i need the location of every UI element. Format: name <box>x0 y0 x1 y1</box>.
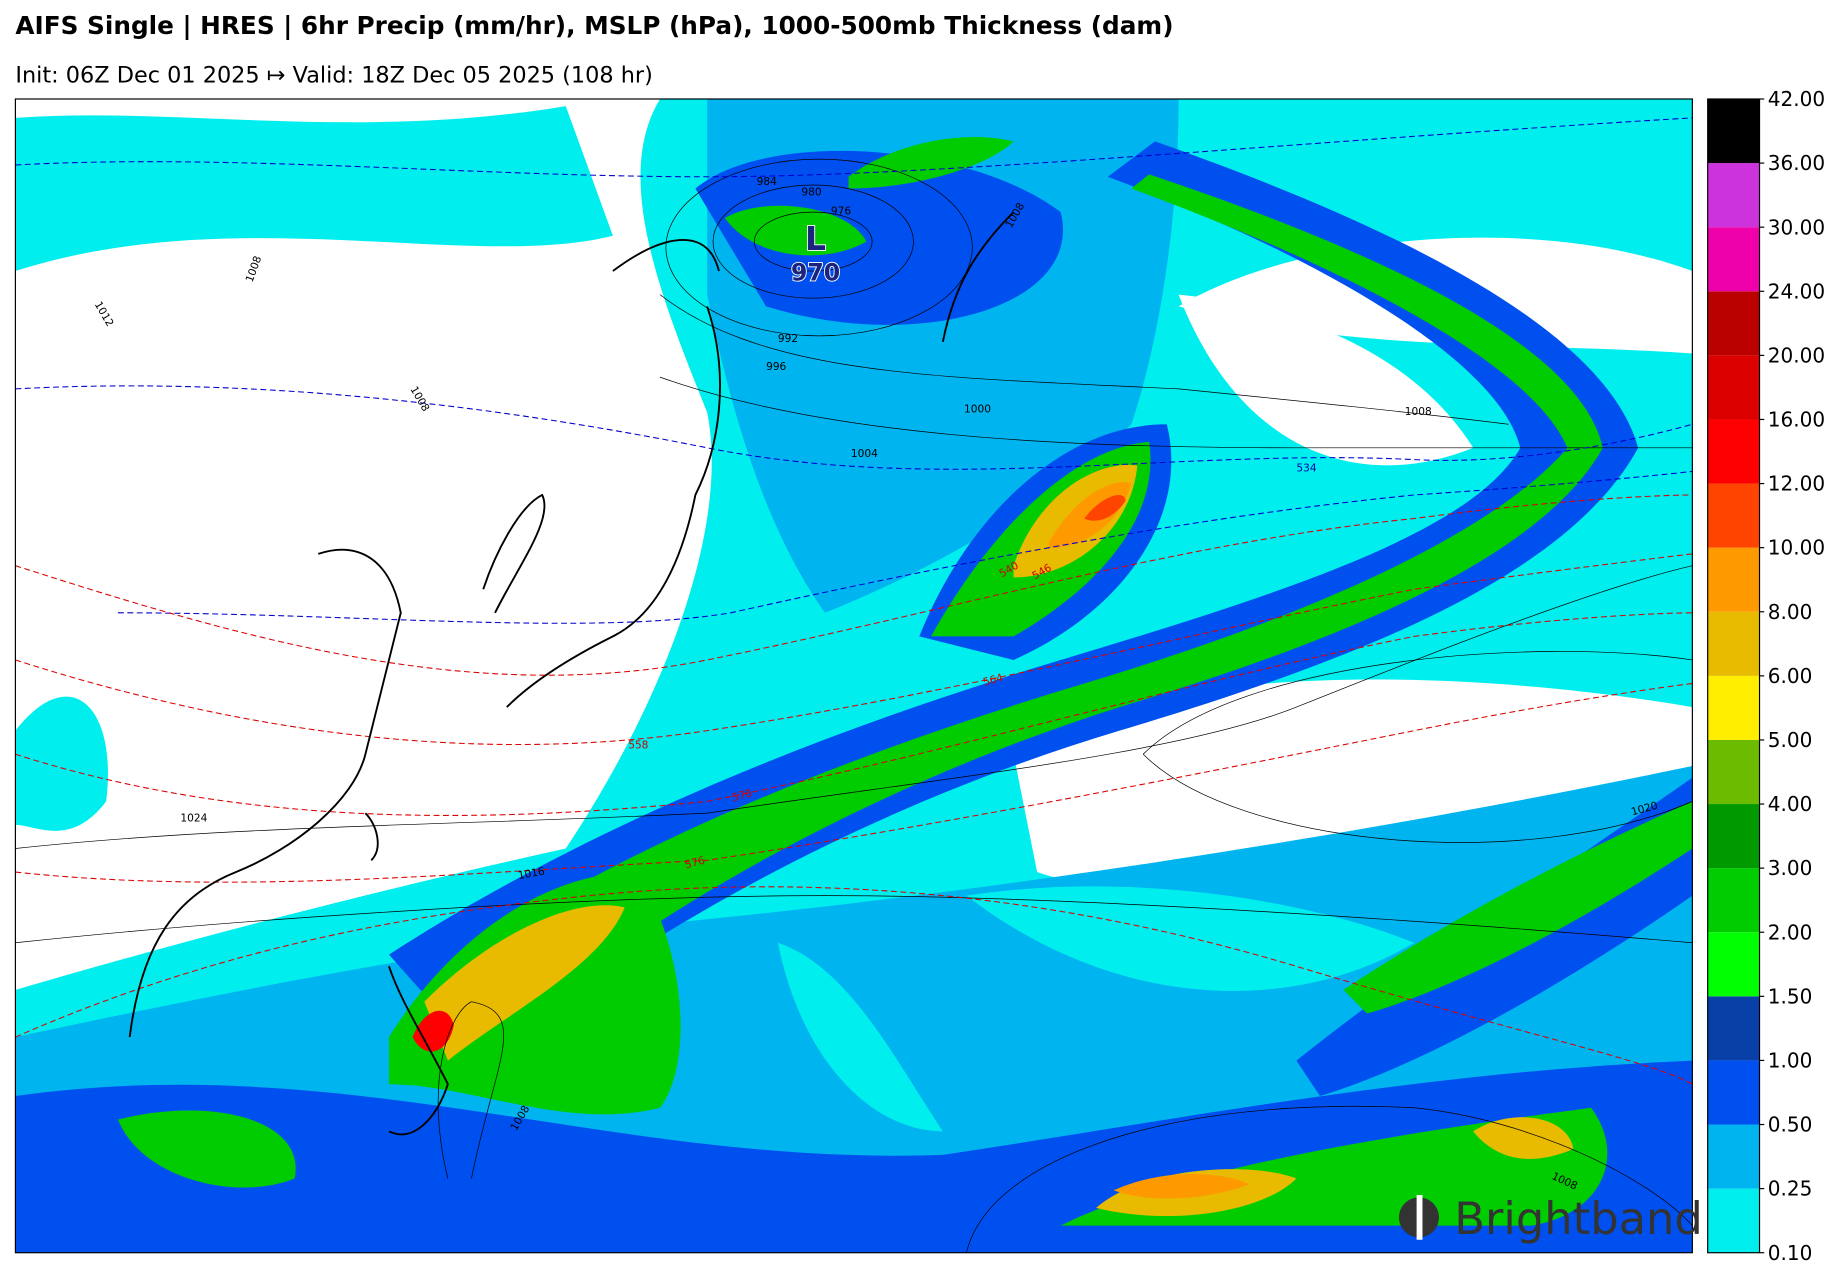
colorbar-tick-label: 3.00 <box>1768 856 1813 880</box>
colorbar-segment <box>1707 932 1760 997</box>
isobar-label: 1000 <box>964 403 991 415</box>
isobar-label: 1024 <box>180 812 207 824</box>
thickness-label: 564 <box>982 672 1005 689</box>
thickness-label: 558 <box>628 739 648 751</box>
brand-name: Brightband <box>1454 1192 1703 1245</box>
isobar-label: 1016 <box>517 866 546 883</box>
colorbar-segment <box>1707 739 1760 805</box>
colorbar-tick-label: 0.50 <box>1768 1113 1813 1137</box>
colorbar-segment <box>1707 675 1760 740</box>
colorbar-tick-label: 20.00 <box>1768 343 1825 367</box>
colorbar-tick-label: 42.00 <box>1768 87 1825 111</box>
colorbar: 0.10 0.25 0.50 1.00 1.50 2.00 3.00 4.00 5.00 6.00… <box>1707 87 1825 1265</box>
colorbar-tick-label: 1.00 <box>1768 1049 1813 1073</box>
colorbar-tick-label: 12.00 <box>1768 472 1825 496</box>
colorbar-segment <box>1707 1188 1760 1253</box>
colorbar-segment <box>1707 804 1760 869</box>
map <box>15 98 1693 1253</box>
colorbar-segment <box>1707 163 1760 228</box>
colorbar-segment <box>1707 611 1760 676</box>
colorbar-segment <box>1707 1124 1760 1189</box>
colorbar-tick-label: 2.00 <box>1768 920 1813 944</box>
colorbar-segment <box>1707 547 1760 612</box>
low-symbol: L <box>805 219 826 258</box>
colorbar-segment <box>1707 98 1760 164</box>
colorbar-segment <box>1707 868 1760 933</box>
colorbar-tick-label: 0.10 <box>1768 1241 1813 1265</box>
map-frame <box>14 98 1693 1254</box>
colorbar-tick-label: 5.00 <box>1768 728 1813 752</box>
isobar-label: 984 <box>757 176 777 188</box>
subtitle: Init: 06Z Dec 01 2025 ↦ Valid: 18Z Dec 0… <box>15 62 652 88</box>
low-pressure: 970 <box>791 258 840 286</box>
thickness-label: 576 <box>684 855 707 872</box>
colorbar-segment <box>1707 483 1760 548</box>
colorbar-tick-label: 0.25 <box>1768 1177 1813 1201</box>
colorbar-segment <box>1707 1060 1760 1125</box>
colorbar-tick-label: 6.00 <box>1768 664 1813 688</box>
isobar-label: 992 <box>778 333 798 345</box>
colorbar-tick-label: 16.00 <box>1768 408 1825 432</box>
colorbar-tick-label: 24.00 <box>1768 279 1825 303</box>
colorbar-segment <box>1707 227 1760 292</box>
colorbar-segment <box>1707 355 1760 420</box>
isobar-label: 1008 <box>1405 406 1432 418</box>
thickness-label: 570 <box>731 787 754 804</box>
title: AIFS Single | HRES | 6hr Precip (mm/hr),… <box>15 11 1173 40</box>
colorbar-tick-label: 10.00 <box>1768 536 1825 560</box>
isobar-label: 976 <box>831 205 851 217</box>
colorbar-tick-label: 4.00 <box>1768 792 1813 816</box>
colorbar-segment <box>1707 291 1760 356</box>
colorbar-tick-label: 8.00 <box>1768 600 1813 624</box>
colorbar-segment <box>1707 996 1760 1061</box>
brand-logo: Brightband <box>1398 1192 1703 1245</box>
isobar-label: 1004 <box>851 448 878 460</box>
colorbar-tick-label: 1.50 <box>1768 984 1813 1008</box>
colorbar-tick-label: 36.00 <box>1768 151 1825 175</box>
thickness-label: 534 <box>1296 462 1316 474</box>
colorbar-tick-label: 30.00 <box>1768 215 1825 239</box>
colorbar-segment <box>1707 419 1760 484</box>
isobar-label: 996 <box>766 361 786 373</box>
isobar-label: 980 <box>801 187 821 199</box>
